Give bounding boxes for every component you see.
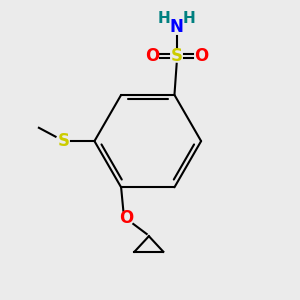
Text: H: H bbox=[182, 11, 195, 26]
Text: O: O bbox=[119, 209, 134, 227]
Text: S: S bbox=[57, 132, 69, 150]
Text: O: O bbox=[145, 47, 159, 65]
Text: H: H bbox=[158, 11, 171, 26]
Text: N: N bbox=[170, 18, 184, 36]
Text: O: O bbox=[194, 47, 208, 65]
Text: S: S bbox=[171, 47, 183, 65]
